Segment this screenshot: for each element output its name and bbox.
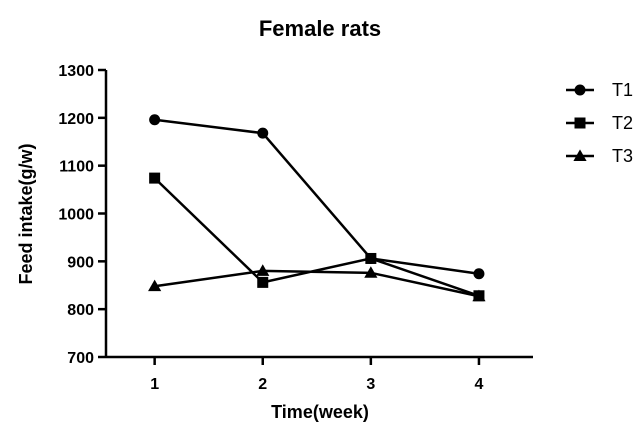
y-tick-label: 900	[67, 254, 94, 271]
legend-marker-circle	[574, 84, 586, 96]
legend-marker-square	[574, 117, 586, 129]
series-t2-point	[365, 252, 377, 264]
legend-item-t1: T1	[566, 80, 633, 100]
series-t1-point	[473, 268, 485, 280]
series-layer	[148, 114, 486, 302]
legend: T1 T2 T3	[566, 80, 633, 166]
series-t2-point	[149, 172, 161, 184]
x-tick-label: 1	[150, 376, 159, 393]
y-tick-label: 800	[67, 302, 94, 319]
series-t3-point	[148, 279, 162, 292]
y-tick-label: 1200	[58, 111, 94, 128]
x-tick-label: 4	[474, 376, 483, 393]
series-t1-point	[149, 114, 161, 126]
series-t3-line	[154, 269, 480, 298]
series-t3	[148, 264, 486, 302]
series-t1	[149, 114, 485, 280]
legend-marker-triangle	[573, 149, 587, 161]
legend-label: T2	[612, 113, 633, 133]
y-axis-label: Feed intake(g/w)	[16, 143, 36, 284]
series-t1-point	[257, 127, 269, 139]
x-axis-label: Time(week)	[271, 402, 369, 422]
y-tick-label: 1000	[58, 207, 94, 224]
legend-item-t3: T3	[566, 146, 633, 166]
legend-label: T1	[612, 80, 633, 100]
x-tick-label: 3	[366, 376, 375, 393]
series-t3-point	[256, 264, 270, 276]
axes: 700 800 900 1000 1100 1200 1300 1 2 3 4	[58, 63, 533, 393]
series-t2	[149, 172, 485, 302]
y-tick-label: 700	[67, 350, 94, 367]
legend-label: T3	[612, 146, 633, 166]
x-tick-label: 2	[258, 376, 267, 393]
series-t2-line	[153, 177, 480, 297]
legend-item-t2: T2	[566, 113, 633, 133]
series-t3-point	[364, 266, 378, 278]
chart-title: Female rats	[259, 16, 381, 41]
y-tick-label: 1100	[59, 159, 94, 176]
series-t1-line	[154, 118, 480, 276]
series-t2-point	[257, 276, 269, 288]
series-t3-point	[472, 289, 486, 302]
y-tick-label: 1300	[58, 63, 94, 80]
